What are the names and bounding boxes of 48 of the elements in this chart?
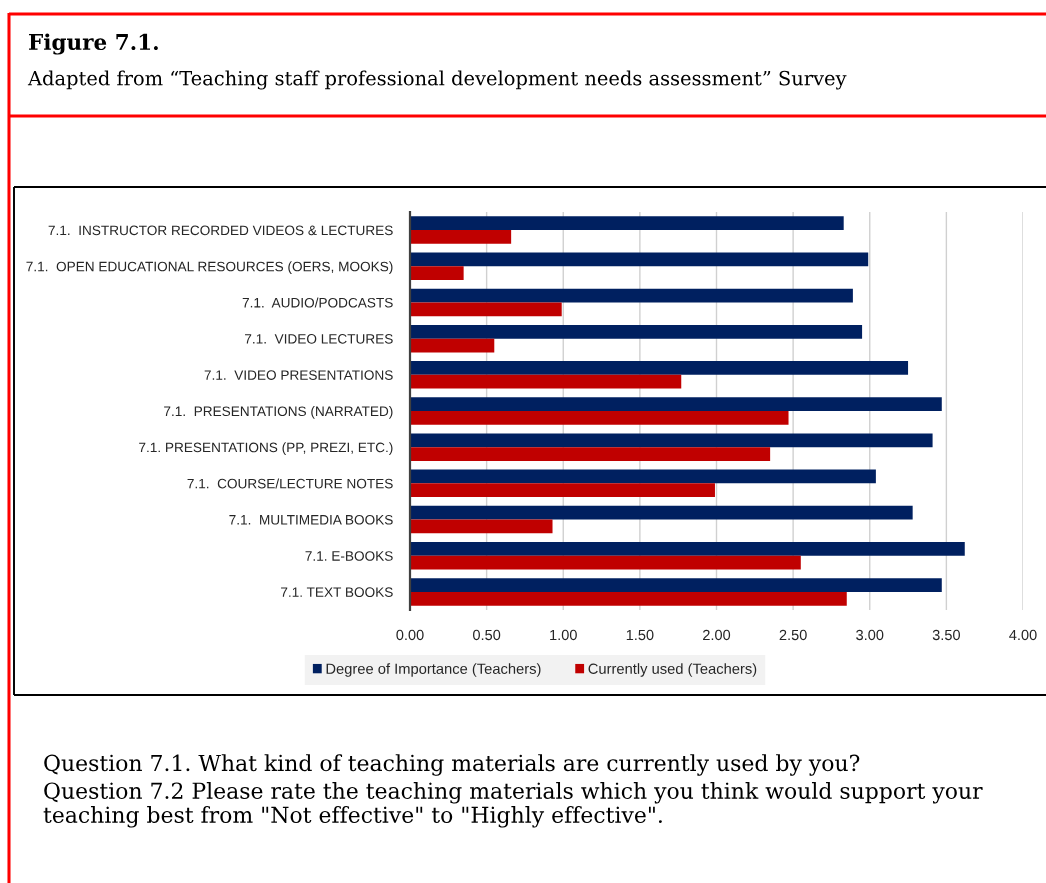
bar [410,216,844,231]
bar [410,591,847,606]
x-tick-label: 0.50 [473,629,501,641]
y-tick-label: 7.1. PRESENTATIONS (NARRATED) [164,406,393,419]
bar [410,555,801,570]
x-tick-label: 3.50 [932,629,960,641]
x-tick-label: 3.00 [856,629,884,641]
x-tick-label: 1.00 [550,629,577,641]
legend-label: Degree of Importance (Teachers) [326,663,541,677]
bar [410,433,933,448]
bar [410,361,909,375]
bar [410,302,562,317]
bar [410,541,965,556]
bar [410,266,464,281]
bar [410,324,863,339]
x-tick-label: 0.00 [396,629,424,641]
bar [410,447,771,461]
bar [410,411,789,425]
bar [410,519,553,534]
text: Question 7.2 Please rate the teaching materials which you think would support your teaching best from "Not effective" to "Highly effective". [43,782,983,828]
bar [410,505,913,520]
bar [410,338,495,353]
y-tick-label: 7.1. PRESENTATIONS (PP, PREZI, ETC.) [139,442,393,455]
y-tick-label: 7.1. VIDEO LECTURES [245,334,393,344]
y-tick-label: 7.1. VIDEO PRESENTATIONS [204,370,393,380]
x-tick-label: 1.50 [626,629,654,641]
bar [410,483,715,498]
bar [410,469,876,484]
x-tick-label: 2.00 [703,629,731,641]
bar [410,374,682,389]
chart-subtitle: Adapted from “Teaching staff professional development needs assessment” Survey [27,70,847,90]
y-tick-label: 7.1. AUDIO/PODCASTS [242,297,393,308]
bar [410,578,942,592]
y-tick-label: 7.1. COURSE/LECTURE NOTES [187,478,393,489]
x-tick-label: 2.50 [779,629,807,641]
text: Question 7.1. What kind of teaching materials are currently used by you? [44,754,860,776]
y-tick-label: 7.1. MULTIMEDIA BOOKS [229,514,393,525]
y-tick-label: 7.1. TEXT BOOKS [281,587,393,597]
y-tick-label: 7.1. E-BOOKS [305,551,393,561]
text: Figure 7.1. [29,33,158,55]
y-tick-label: 7.1. OPEN EDUCATIONAL RESOURCES (OERS, MOOKS) [26,261,393,275]
y-tick-label: 7.1. INSTRUCTOR RECORDED VIDEOS & LECTURES [48,225,393,236]
x-tick-label: 4.00 [1009,629,1037,641]
bar [410,252,869,267]
bar [410,230,512,244]
legend-label: Currently used (Teachers) [588,663,757,677]
bar [410,397,942,411]
bar [410,288,853,303]
